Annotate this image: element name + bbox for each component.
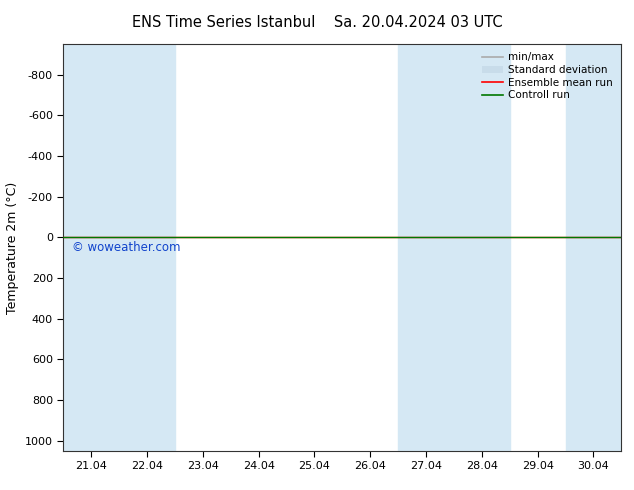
- Bar: [454, 44, 510, 451]
- Text: ENS Time Series Istanbul    Sa. 20.04.2024 03 UTC: ENS Time Series Istanbul Sa. 20.04.2024 …: [132, 15, 502, 30]
- Bar: [119, 44, 175, 451]
- Bar: [63, 44, 119, 451]
- Y-axis label: Temperature 2m (°C): Temperature 2m (°C): [6, 181, 20, 314]
- Text: © woweather.com: © woweather.com: [72, 242, 180, 254]
- Bar: [398, 44, 454, 451]
- Bar: [566, 44, 621, 451]
- Legend: min/max, Standard deviation, Ensemble mean run, Controll run: min/max, Standard deviation, Ensemble me…: [478, 49, 617, 104]
